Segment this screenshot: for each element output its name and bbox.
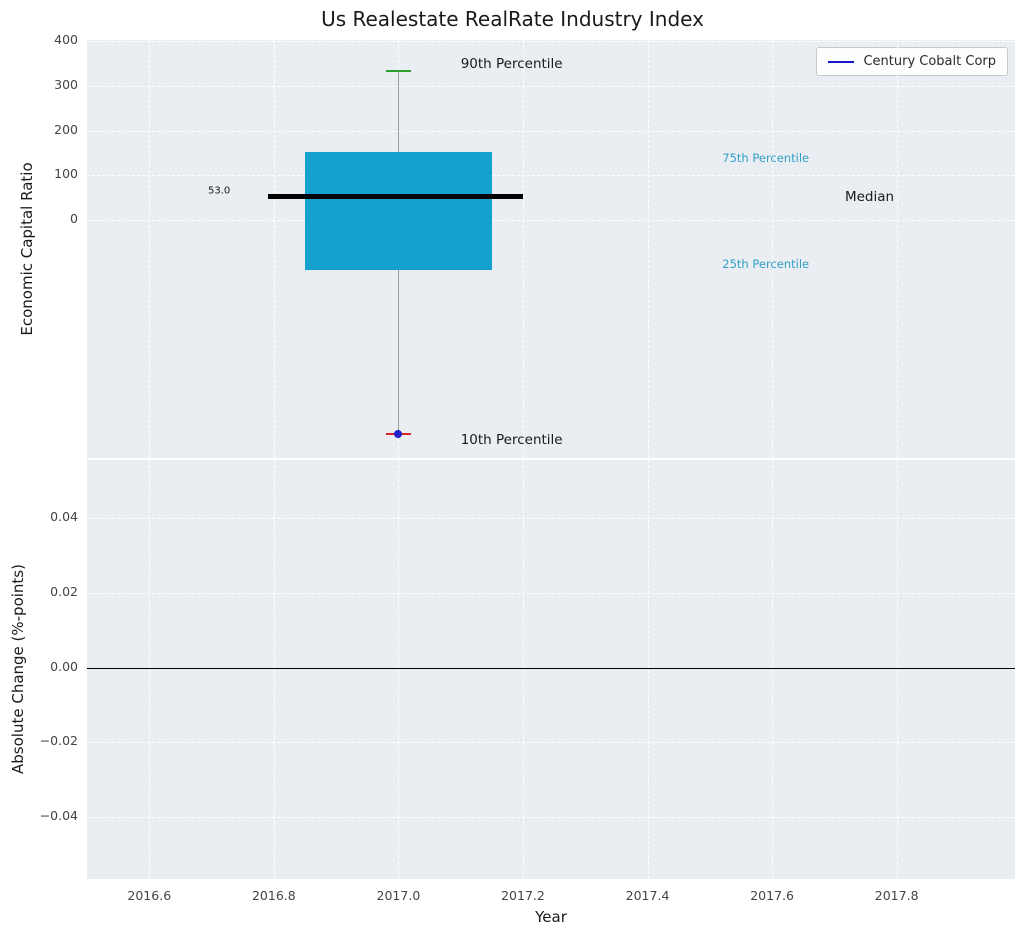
x-tick-label: 2016.6 <box>127 888 172 903</box>
annotation-10th-percentile: 10th Percentile <box>460 431 563 448</box>
legend-line-sample <box>828 60 855 63</box>
gridline-horizontal <box>87 85 1015 87</box>
gridline-horizontal <box>87 130 1015 132</box>
gridline-horizontal <box>87 742 1015 744</box>
annotation-median: Median <box>844 189 895 206</box>
legend: Century Cobalt Corp <box>816 47 1008 76</box>
gridline-vertical <box>149 460 151 879</box>
iqr-box <box>304 151 492 271</box>
y-tick-label: 0.00 <box>50 658 78 674</box>
company-point <box>394 429 403 438</box>
gridline-vertical <box>273 40 275 458</box>
gridline-horizontal <box>87 40 1015 42</box>
gridline-vertical <box>522 460 524 879</box>
gridline-vertical <box>772 40 774 458</box>
y-tick-label: 0.04 <box>50 508 78 524</box>
x-axis-label: Year <box>535 908 567 926</box>
gridline-vertical <box>273 460 275 879</box>
y-tick-label: 0.02 <box>50 583 78 599</box>
x-tick-label: 2017.2 <box>501 888 545 903</box>
x-tick-label: 2016.8 <box>251 888 296 903</box>
top-plot-area: Century Cobalt Corp 90th Percentile 75th … <box>87 40 1015 458</box>
annotation-90th-percentile: 90th Percentile <box>460 55 563 72</box>
zero-line <box>87 667 1015 669</box>
chart-title: Us Realestate RealRate Industry Index <box>321 7 704 31</box>
gridline-vertical <box>896 460 898 879</box>
gridline-vertical <box>772 460 774 879</box>
x-tick-label: 2017.4 <box>625 888 670 903</box>
bottom-plot-area <box>87 460 1015 879</box>
gridline-horizontal <box>87 220 1015 222</box>
x-tick-label: 2017.8 <box>874 888 919 903</box>
x-tick-label: 2017.0 <box>376 888 421 903</box>
gridline-vertical <box>522 40 524 458</box>
gridline-vertical <box>647 40 649 458</box>
x-tick-label: 2017.6 <box>750 888 794 903</box>
annotation-53-0: 53.0 <box>207 185 231 197</box>
y-tick-label: 0 <box>70 211 78 227</box>
y-tick-label: −0.04 <box>39 808 78 824</box>
y-tick-label: −0.02 <box>39 733 78 749</box>
p90-cap <box>385 69 411 73</box>
y-tick-label: 200 <box>54 121 78 137</box>
gridline-horizontal <box>87 175 1015 177</box>
gridline-vertical <box>149 40 151 458</box>
gridline-vertical <box>647 460 649 879</box>
gridline-horizontal <box>87 592 1015 594</box>
gridline-horizontal <box>87 817 1015 819</box>
gridline-horizontal <box>87 517 1015 519</box>
y-tick-label: 300 <box>54 76 78 92</box>
gridline-vertical <box>398 460 400 879</box>
legend-label: Century Cobalt Corp <box>863 54 996 69</box>
gridline-vertical <box>896 40 898 458</box>
annotation-25th-percentile: 25th Percentile <box>722 257 810 272</box>
y-tick-label: 100 <box>54 166 78 182</box>
y-axis-label-top: Economic Capital Ratio <box>18 162 36 336</box>
median-line <box>267 194 523 200</box>
annotation-75th-percentile: 75th Percentile <box>722 151 810 166</box>
y-tick-label: 400 <box>54 31 78 47</box>
